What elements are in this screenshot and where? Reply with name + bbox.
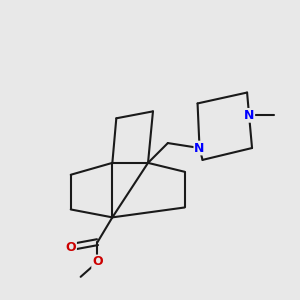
Text: O: O (65, 241, 76, 254)
Text: N: N (244, 109, 254, 122)
Text: O: O (92, 256, 103, 268)
Text: N: N (194, 142, 205, 154)
